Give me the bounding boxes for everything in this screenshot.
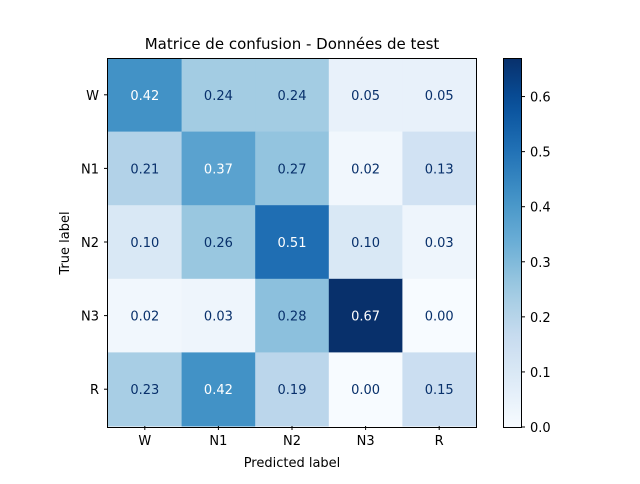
- heatmap-cell: [108, 58, 183, 133]
- heatmap-cell-value: 0.15: [425, 383, 454, 398]
- heatmap-cell-value: 0.05: [351, 89, 380, 104]
- heatmap-cells: [108, 58, 477, 427]
- heatmap-cell-value: 0.51: [278, 236, 307, 251]
- heatmap-cell: [328, 352, 403, 427]
- heatmap-cell-value: 0.42: [204, 383, 233, 398]
- heatmap-cell: [108, 278, 183, 353]
- colorbar-tick-label: 0.3: [530, 256, 551, 271]
- heatmap-cell-value: 0.37: [204, 162, 233, 177]
- y-axis-label: True label: [58, 211, 73, 275]
- heatmap-cell-value: 0.02: [351, 162, 380, 177]
- heatmap-cell-value: 0.13: [425, 162, 454, 177]
- heatmap-cell: [328, 278, 403, 353]
- heatmap-cell-value: 0.67: [351, 310, 380, 325]
- heatmap-cell: [255, 205, 330, 280]
- y-axis-ticks: W N1 N2 N3 R: [81, 89, 108, 398]
- heatmap-cell: [402, 131, 477, 206]
- heatmap-cell: [255, 131, 330, 206]
- heatmap-cell-value: 0.00: [425, 310, 454, 325]
- heatmap-cell-value: 0.00: [351, 383, 380, 398]
- heatmap-cell: [108, 131, 183, 206]
- heatmap-cell: [181, 205, 256, 280]
- colorbar-frame: [503, 58, 522, 428]
- heatmap-cell-value: 0.23: [130, 383, 159, 398]
- heatmap-cell-value: 0.03: [204, 310, 233, 325]
- heatmap-cell: [181, 352, 256, 427]
- heatmap-value-labels: 0.42 0.24 0.24 0.05 0.05 0.21 0.37 0.27 0.02 0.13…: [130, 89, 453, 398]
- heatmap-cell: [402, 278, 477, 353]
- y-tick-label: N2: [81, 236, 99, 251]
- colorbar-tick-label: 0.6: [530, 91, 551, 106]
- heatmap-cell: [108, 352, 183, 427]
- heatmap-cell-value: 0.28: [278, 310, 307, 325]
- x-tick-label: R: [435, 434, 444, 449]
- heatmap-cell: [181, 58, 256, 133]
- x-axis-label: Predicted label: [244, 456, 341, 471]
- heatmap-cell-value: 0.02: [130, 310, 159, 325]
- heatmap-cell: [181, 278, 256, 353]
- heatmap-cell: [255, 352, 330, 427]
- heatmap-cell-value: 0.42: [130, 89, 159, 104]
- colorbar: [503, 58, 521, 427]
- x-axis-ticks: W N1 N2 N3 R: [138, 426, 444, 449]
- x-tick-label: N2: [283, 434, 301, 449]
- heatmap-cell-value: 0.10: [130, 236, 159, 251]
- heatmap-cell: [328, 58, 403, 133]
- colorbar-tick-label: 0.1: [530, 366, 551, 381]
- heatmap-cell-value: 0.24: [278, 89, 307, 104]
- heatmap-cell: [255, 278, 330, 353]
- heatmap-cell-value: 0.10: [351, 236, 380, 251]
- heatmap-cell-value: 0.27: [278, 162, 307, 177]
- heatmap-cell: [108, 205, 183, 280]
- x-tick-label: N3: [357, 434, 375, 449]
- colorbar-ticks: 0.0 0.1 0.2 0.3 0.4 0.5 0.6: [521, 91, 551, 436]
- y-tick-label: N3: [81, 310, 99, 325]
- colorbar-tick-label: 0.4: [530, 201, 551, 216]
- chart-title: Matrice de confusion - Données de test: [145, 35, 440, 53]
- heatmap-cell: [402, 58, 477, 133]
- colorbar-tick-label: 0.0: [530, 421, 551, 436]
- heatmap-cell-value: 0.03: [425, 236, 454, 251]
- heatmap-cell-value: 0.19: [278, 383, 307, 398]
- x-tick-label: W: [138, 434, 151, 449]
- y-tick-label: N1: [81, 162, 99, 177]
- heatmap-cell-value: 0.05: [425, 89, 454, 104]
- y-tick-label: W: [86, 89, 99, 104]
- heatmap-cell: [255, 58, 330, 133]
- heatmap-cell-value: 0.24: [204, 89, 233, 104]
- heatmap-cell: [328, 131, 403, 206]
- heatmap-cell: [328, 205, 403, 280]
- heatmap-cell: [402, 352, 477, 427]
- colorbar-tick-label: 0.5: [530, 146, 551, 161]
- heatmap-cell-value: 0.21: [130, 162, 159, 177]
- heatmap-cell: [181, 131, 256, 206]
- colorbar-tick-label: 0.2: [530, 311, 551, 326]
- heatmap-cell: [402, 205, 477, 280]
- y-tick-label: R: [90, 383, 99, 398]
- heatmap-cell-value: 0.26: [204, 236, 233, 251]
- x-tick-label: N1: [209, 434, 227, 449]
